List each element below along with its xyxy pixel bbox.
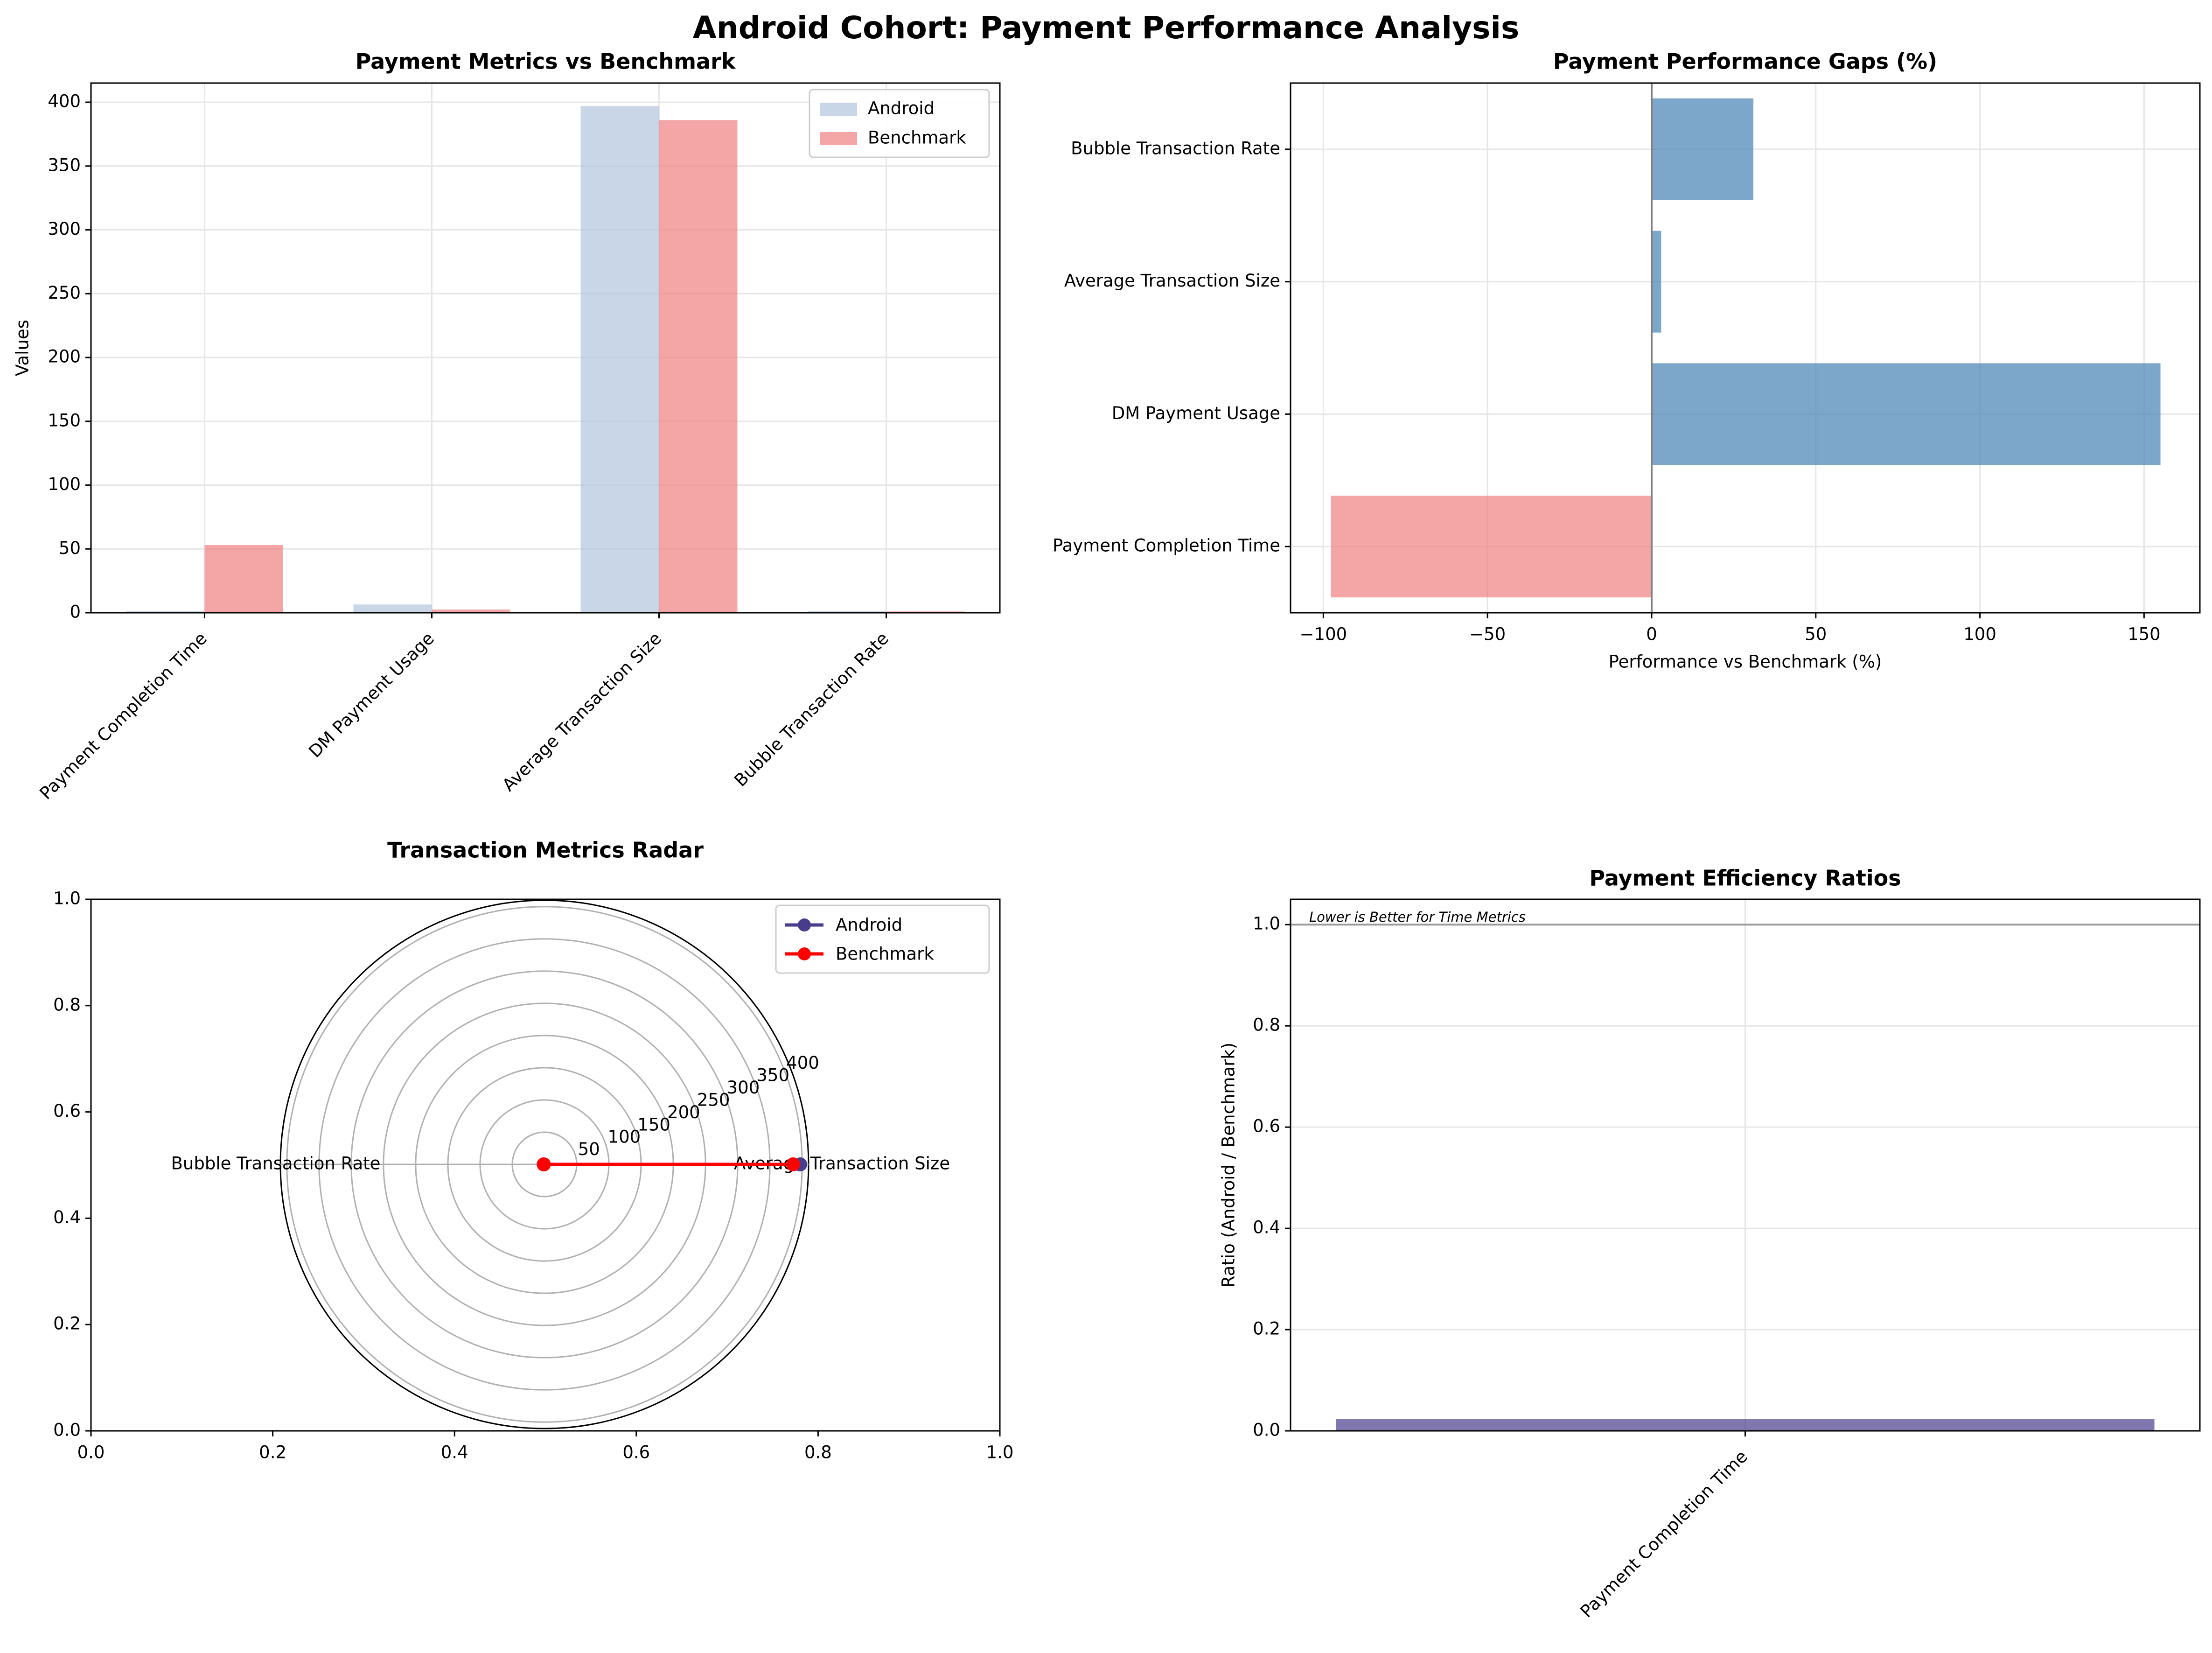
x-tick-label: 50 — [1805, 624, 1827, 644]
metrics-vs-benchmark-chart: Payment Metrics vs Benchmark 0 50 100 150 200… — [13, 49, 1001, 804]
y-tick-label: 200 — [48, 347, 81, 367]
bar-android-0 — [126, 611, 205, 613]
x-tick-label: 0.4 — [441, 1443, 468, 1463]
axes-frame — [1290, 82, 2201, 614]
legend-box — [775, 904, 990, 974]
y-axis-label: Ratio (Android / Benchmark) — [1219, 1043, 1239, 1288]
y-tick-label: Payment Completion Time — [1053, 536, 1280, 556]
y-tick-label: 1.0 — [53, 889, 81, 909]
radar-point-benchmark — [537, 1157, 551, 1171]
figure-title: Android Cohort: Payment Performance Anal… — [692, 10, 1520, 46]
legend-label: Benchmark — [836, 944, 934, 964]
y-tick-label: 0.2 — [1253, 1319, 1280, 1339]
axes-frame — [90, 82, 1001, 614]
y-tick-label: 0.2 — [53, 1314, 81, 1334]
r-tick-label: 150 — [637, 1114, 670, 1135]
y-tick-label: 50 — [59, 538, 81, 558]
radar-point-benchmark — [786, 1157, 800, 1171]
x-tick-label: −100 — [1300, 624, 1347, 644]
x-tick-label: Bubble Transaction Rate — [730, 628, 893, 791]
x-tick-label: 0.0 — [77, 1443, 105, 1463]
x-tick-label: Average Transaction Size — [498, 628, 665, 795]
y-tick-label: Bubble Transaction Rate — [1071, 138, 1280, 158]
y-tick-label: 1.0 — [1253, 914, 1280, 934]
legend-label: Android — [836, 915, 902, 935]
gap-bar-1 — [1651, 363, 2161, 465]
legend-marker — [798, 918, 811, 932]
y-tick-label: 0.6 — [53, 1101, 81, 1121]
x-tick-label: 150 — [2128, 624, 2161, 644]
performance-gaps-chart: Payment Performance Gaps (%) −100 −50 0 50 10… — [1053, 49, 2201, 672]
y-tick-label: 400 — [48, 91, 81, 112]
x-axis-label: Performance vs Benchmark (%) — [1609, 652, 1882, 672]
bar-benchmark-2 — [659, 120, 738, 613]
y-tick-label: 0.0 — [1253, 1420, 1280, 1440]
r-tick-label: 250 — [697, 1090, 730, 1110]
x-tick-label: 1.0 — [986, 1443, 1014, 1463]
y-tick-label: 150 — [48, 410, 81, 430]
y-tick-label: 350 — [48, 155, 81, 175]
axes-frame — [90, 898, 1001, 1432]
bar-android-1 — [353, 604, 432, 613]
y-tick-label: 0.8 — [53, 995, 81, 1015]
gap-bar-3 — [1651, 98, 1754, 200]
legend-label: Android — [868, 98, 935, 119]
x-tick-label: DM Payment Usage — [305, 628, 438, 762]
bar-benchmark-1 — [432, 609, 510, 613]
x-tick-label: 100 — [1963, 624, 1996, 644]
y-tick-label: 300 — [48, 219, 81, 239]
x-tick-label: −50 — [1469, 624, 1506, 644]
bar-benchmark-0 — [204, 545, 283, 613]
r-tick-label: 200 — [667, 1102, 700, 1122]
r-tick-label: 350 — [756, 1065, 789, 1086]
y-tick-label: 0 — [70, 602, 81, 622]
y-tick-label: DM Payment Usage — [1112, 403, 1280, 423]
x-tick-label: 0 — [1646, 624, 1657, 644]
y-tick-label: Average Transaction Size — [1064, 271, 1280, 291]
bar-android-2 — [580, 106, 659, 613]
radar-axis-label: Bubble Transaction Rate — [171, 1154, 381, 1174]
x-tick-label: 0.6 — [622, 1443, 650, 1463]
legend-label: Benchmark — [868, 128, 966, 148]
subplot-title: Transaction Metrics Radar — [387, 838, 704, 863]
legend-swatch — [820, 132, 857, 145]
y-tick-label: 0.0 — [53, 1420, 81, 1440]
efficiency-ratios-chart: Payment Efficiency Ratios Lower is Better… — [1219, 866, 2201, 1622]
legend-marker — [798, 947, 811, 960]
x-tick-label: 0.2 — [259, 1443, 286, 1463]
gap-bar-0 — [1331, 496, 1652, 598]
y-tick-label: 100 — [48, 474, 81, 494]
y-tick-label: 0.6 — [1253, 1116, 1280, 1136]
y-tick-label: 250 — [48, 283, 81, 303]
x-tick-label: Payment Completion Time — [1577, 1446, 1751, 1621]
r-tick-label: 300 — [727, 1078, 760, 1098]
annotation-text: Lower is Better for Time Metrics — [1309, 909, 1526, 925]
gap-bar-2 — [1651, 231, 1661, 333]
ratio-bar-0 — [1336, 1419, 2155, 1431]
y-tick-label: 0.4 — [1253, 1218, 1280, 1238]
r-tick-label: 400 — [786, 1053, 819, 1073]
bar-android-3 — [808, 611, 886, 613]
subplot-title: Payment Metrics vs Benchmark — [356, 49, 736, 74]
x-tick-label: 0.8 — [804, 1443, 832, 1463]
y-tick-label: 0.8 — [1253, 1015, 1280, 1035]
transaction-radar-chart: Transaction Metrics Radar 0.0 0.2 0.4 0.6 0.8… — [53, 838, 1014, 1463]
y-tick-label: 0.4 — [53, 1207, 81, 1227]
r-tick-label: 100 — [608, 1127, 641, 1147]
x-tick-label: Payment Completion Time — [36, 628, 211, 803]
y-axis-label: Values — [13, 320, 33, 376]
subplot-title: Payment Efficiency Ratios — [1589, 866, 1901, 891]
legend-swatch — [820, 103, 857, 116]
subplot-title: Payment Performance Gaps (%) — [1553, 49, 1937, 74]
r-tick-label: 50 — [578, 1139, 600, 1159]
